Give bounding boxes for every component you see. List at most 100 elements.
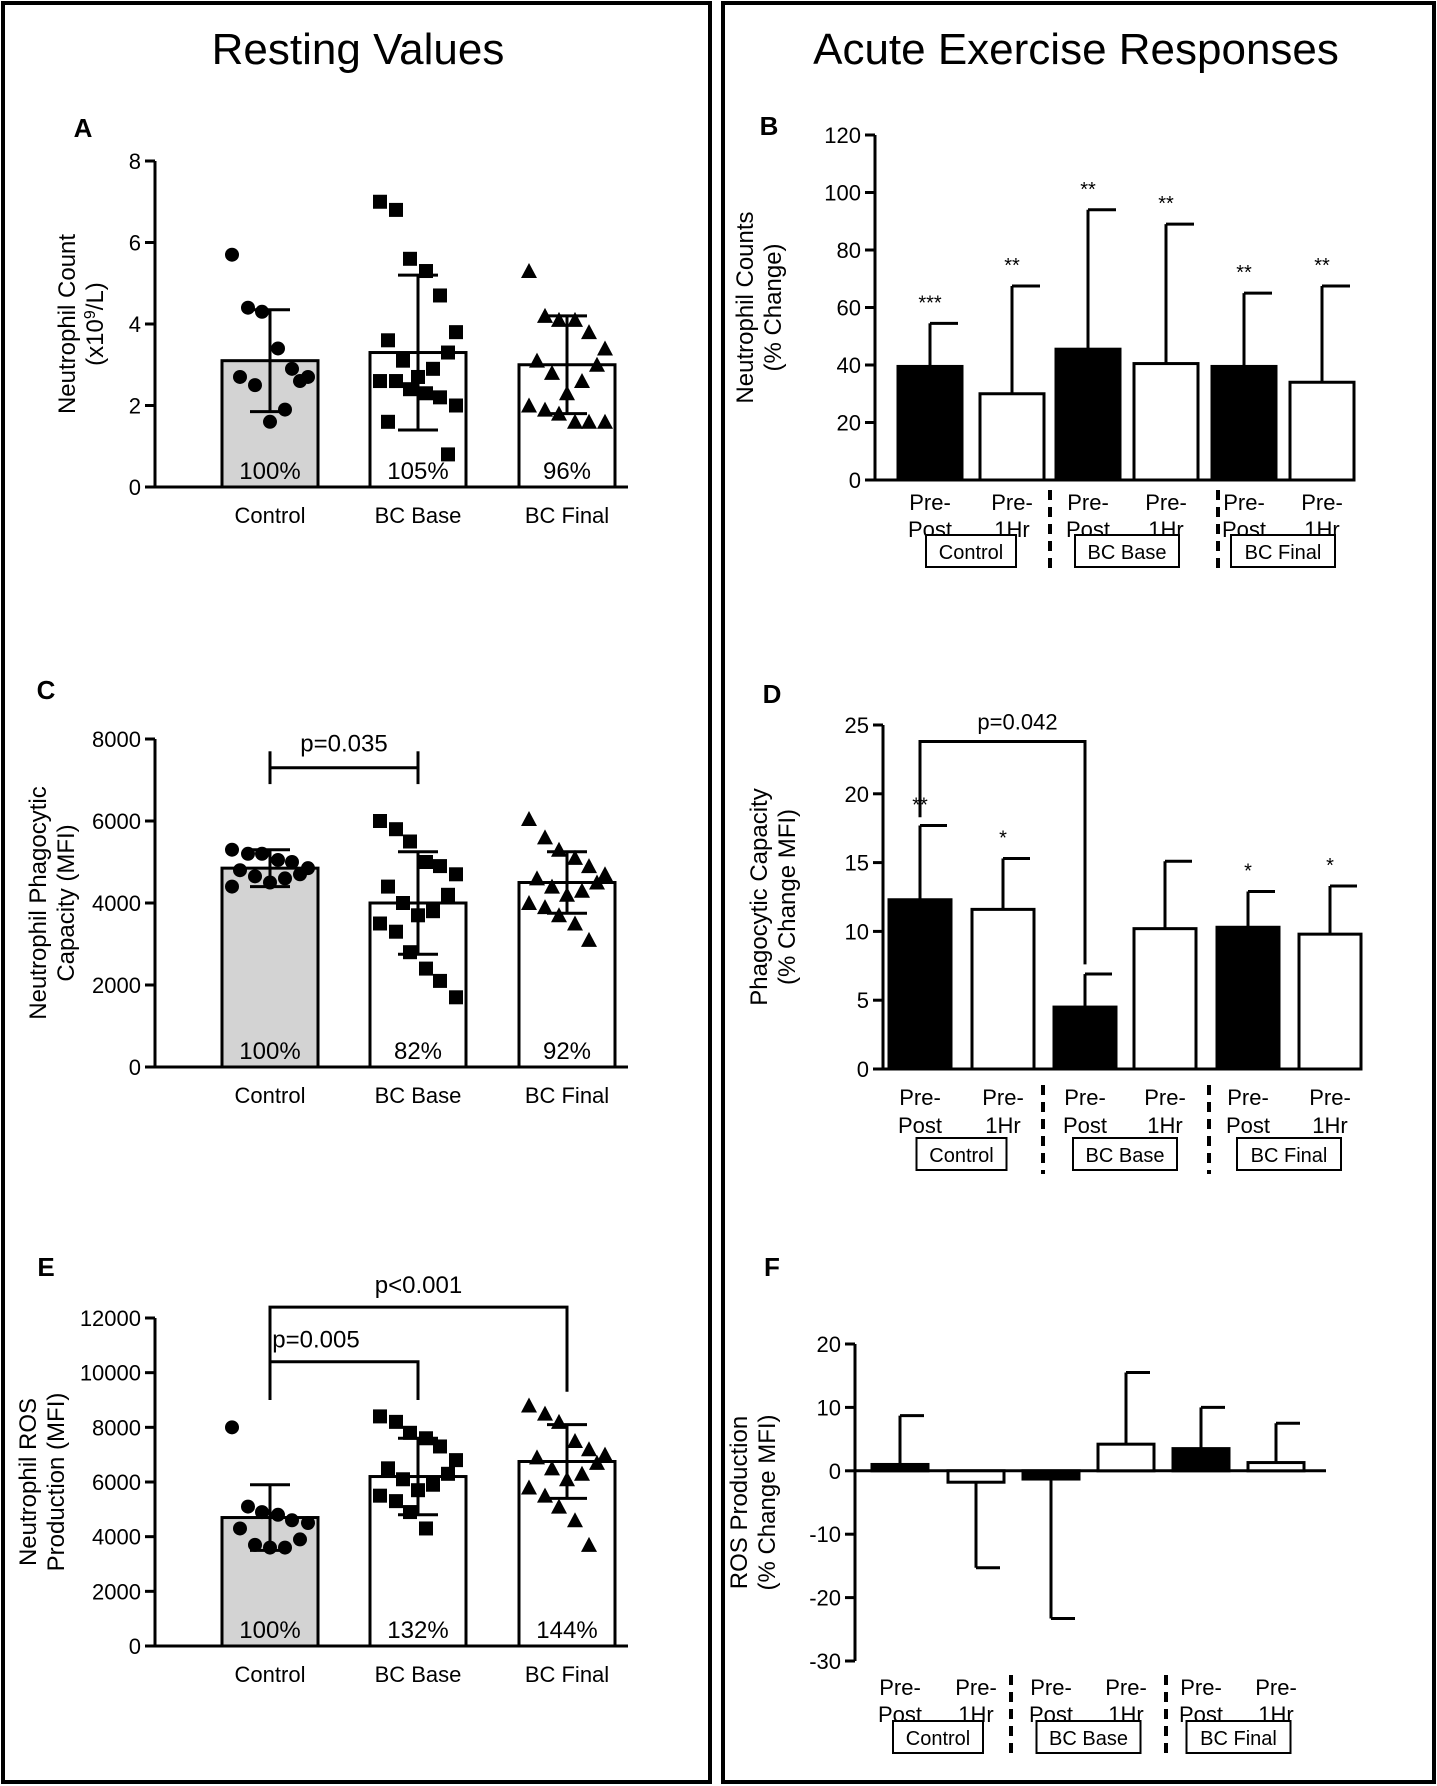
- data-point: [529, 1449, 545, 1465]
- data-point: [396, 353, 410, 368]
- data-point: [419, 386, 433, 401]
- data-point: [403, 1425, 417, 1440]
- data-point: [559, 1471, 575, 1487]
- significance-bracket: [268, 1360, 420, 1400]
- significance-stars: *: [999, 827, 1007, 849]
- bar: [887, 898, 953, 1071]
- data-point: [537, 899, 553, 915]
- x-category-label: BC Final: [525, 1083, 609, 1108]
- y-axis-label-line: Neutrophil ROS: [15, 1398, 42, 1566]
- data-point: [389, 1494, 403, 1509]
- bar: [1054, 347, 1122, 482]
- y-tick-label: 0: [129, 1055, 141, 1080]
- data-point: [441, 1466, 455, 1481]
- y-tick-label: 4: [129, 312, 141, 337]
- data-point: [403, 834, 417, 849]
- data-point: [248, 1537, 262, 1552]
- data-point: [589, 1454, 605, 1470]
- y-axis-label: Phagocytic Capacity(% Change MFI): [746, 788, 801, 1005]
- data-point: [597, 413, 613, 429]
- data-point: [381, 1461, 395, 1476]
- data-point: [551, 1413, 567, 1429]
- significance-stars: **: [1004, 255, 1020, 277]
- bar: [1132, 927, 1198, 1071]
- data-point: [403, 945, 417, 960]
- group-label: Control: [939, 542, 1003, 564]
- y-tick-label: 0: [129, 1634, 141, 1659]
- data-point: [278, 402, 292, 417]
- x-bar-label: Post: [1226, 1113, 1270, 1138]
- data-point: [271, 1507, 285, 1522]
- data-point: [529, 352, 545, 368]
- data-point: [278, 1540, 292, 1555]
- p-value-label: p=0.005: [272, 1327, 359, 1354]
- data-point: [225, 1420, 239, 1435]
- data-point: [567, 849, 583, 865]
- y-tick-label: 20: [845, 782, 869, 807]
- group-box: [1230, 534, 1336, 568]
- data-point: [271, 852, 285, 867]
- data-point: [285, 855, 299, 869]
- data-point: [285, 1513, 299, 1528]
- group-label: BC Base: [1049, 1728, 1128, 1750]
- data-point: [449, 325, 463, 340]
- data-point: [225, 247, 239, 262]
- chart-panel-a: 0 2 4 6 8 A Neutrophil Count(x109/L) 100% Contro…: [54, 113, 628, 528]
- x-bar-label: Pre-: [1030, 1675, 1072, 1700]
- left-title: Resting Values: [212, 25, 505, 74]
- data-point: [537, 1487, 553, 1503]
- right-title: Acute Exercise Responses: [813, 25, 1339, 74]
- y-tick-label: 4000: [92, 891, 141, 916]
- y-tick-label: 120: [824, 123, 861, 148]
- data-point: [581, 413, 597, 429]
- x-bar-label: Pre-: [1223, 490, 1265, 515]
- data-point: [411, 369, 425, 384]
- data-point: [426, 904, 440, 919]
- y-tick-label: -10: [809, 1522, 841, 1547]
- bar: [1215, 925, 1281, 1071]
- p-value-label: p<0.001: [375, 1272, 462, 1299]
- data-point: [255, 304, 269, 319]
- data-point: [433, 390, 447, 405]
- percent-label: 100%: [239, 1617, 300, 1644]
- percent-label: 92%: [543, 1038, 591, 1065]
- x-bar-label: Pre-: [1309, 1085, 1351, 1110]
- y-tick-label: 12000: [80, 1306, 141, 1331]
- panel-letter: D: [763, 679, 782, 709]
- data-point: [381, 879, 395, 894]
- bar: [1052, 1005, 1118, 1071]
- data-point: [551, 311, 567, 327]
- y-tick-label: 5: [857, 988, 869, 1013]
- x-category-label: BC Base: [375, 1083, 462, 1108]
- bar: [1132, 362, 1200, 482]
- bar: [1021, 1469, 1081, 1481]
- group-label: Control: [929, 1145, 993, 1167]
- data-point: [373, 1409, 387, 1424]
- data-point: [551, 841, 567, 857]
- data-point: [449, 1453, 463, 1468]
- data-point: [551, 907, 567, 923]
- x-category-label: Control: [235, 1083, 306, 1108]
- data-point: [449, 867, 463, 882]
- y-axis-label-line: (% Change MFI): [754, 1414, 781, 1590]
- data-point: [263, 1540, 277, 1555]
- y-tick-label: 10000: [80, 1361, 141, 1386]
- bar: [1246, 1461, 1306, 1473]
- data-point: [537, 829, 553, 845]
- percent-label: 105%: [387, 458, 448, 485]
- panel-letter: B: [760, 111, 779, 141]
- y-tick-label: 6: [129, 231, 141, 256]
- plots-layer: 0 2 4 6 8 A Neutrophil Count(x109/L) 100% Contro…: [15, 111, 1363, 1757]
- group-box: [1185, 1720, 1292, 1754]
- data-point: [255, 1505, 269, 1520]
- significance-stars: **: [1158, 193, 1174, 215]
- y-axis-label-line: Neutrophil Counts: [732, 211, 759, 403]
- data-point: [419, 855, 433, 869]
- data-point: [426, 361, 440, 376]
- data-point: [411, 1483, 425, 1498]
- data-point: [285, 361, 299, 376]
- data-point: [441, 887, 455, 902]
- data-point: [597, 1446, 613, 1462]
- percent-label: 100%: [239, 1038, 300, 1065]
